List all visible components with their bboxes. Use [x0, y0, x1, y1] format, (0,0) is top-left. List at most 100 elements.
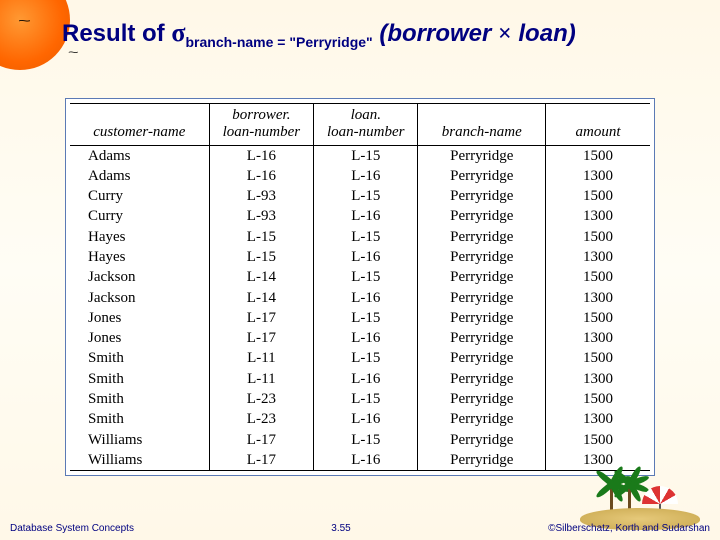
table-cell: L-16	[209, 166, 313, 186]
table-row: SmithL-11L-15Perryridge1500	[70, 348, 650, 368]
table-cell: Perryridge	[418, 328, 546, 348]
footer-left: Database System Concepts	[10, 523, 134, 534]
table-row: JacksonL-14L-15Perryridge1500	[70, 267, 650, 287]
table-cell: L-14	[209, 267, 313, 287]
table-row: AdamsL-16L-16Perryridge1300	[70, 166, 650, 186]
table-cell: L-16	[314, 288, 418, 308]
title-mid: (borrower	[373, 20, 498, 47]
table-cell: Perryridge	[418, 409, 546, 429]
table-cell: Perryridge	[418, 389, 546, 409]
table-cell: L-17	[209, 308, 313, 328]
column-header: amount	[546, 104, 650, 145]
table-row: WilliamsL-17L-15Perryridge1500	[70, 430, 650, 450]
slide-title: Result of σbranch-name = "Perryridge" (b…	[62, 18, 710, 50]
table-cell: L-16	[209, 145, 313, 166]
table-cell: L-15	[314, 308, 418, 328]
table-cell: Adams	[70, 145, 209, 166]
table-cell: Perryridge	[418, 348, 546, 368]
footer-center: 3.55	[331, 523, 350, 534]
table-cell: Smith	[70, 348, 209, 368]
table-cell: Smith	[70, 369, 209, 389]
table-cell: L-11	[209, 348, 313, 368]
table-cell: 1300	[546, 288, 650, 308]
table-cell: L-15	[314, 227, 418, 247]
table-cell: 1300	[546, 166, 650, 186]
table-cell: L-15	[314, 430, 418, 450]
table-cell: 1300	[546, 369, 650, 389]
slide-footer: Database System Concepts 3.55 ©Silbersch…	[10, 523, 710, 534]
table-row: SmithL-23L-16Perryridge1300	[70, 409, 650, 429]
title-suffix: loan)	[512, 20, 576, 47]
table-cell: Smith	[70, 409, 209, 429]
table-row: JonesL-17L-16Perryridge1300	[70, 328, 650, 348]
table-cell: L-11	[209, 369, 313, 389]
table-cell: Perryridge	[418, 430, 546, 450]
table-row: CurryL-93L-15Perryridge1500	[70, 186, 650, 206]
table-cell: Perryridge	[418, 369, 546, 389]
table-cell: Perryridge	[418, 288, 546, 308]
table-cell: Jones	[70, 308, 209, 328]
table-cell: L-15	[314, 389, 418, 409]
table-row: JacksonL-14L-16Perryridge1300	[70, 288, 650, 308]
table-cell: L-93	[209, 206, 313, 226]
table-cell: 1300	[546, 247, 650, 267]
table-row: HayesL-15L-16Perryridge1300	[70, 247, 650, 267]
column-header: borrower.loan-number	[209, 104, 313, 145]
table-row: HayesL-15L-15Perryridge1500	[70, 227, 650, 247]
table-cell: 1300	[546, 206, 650, 226]
table-cell: 1500	[546, 186, 650, 206]
table-cell: Williams	[70, 430, 209, 450]
table-cell: Perryridge	[418, 145, 546, 166]
table-cell: Williams	[70, 450, 209, 470]
table-row: SmithL-23L-15Perryridge1500	[70, 389, 650, 409]
table-cell: Perryridge	[418, 166, 546, 186]
table-cell: Perryridge	[418, 227, 546, 247]
table-cell: L-15	[314, 145, 418, 166]
table-cell: L-23	[209, 389, 313, 409]
table-cell: L-15	[314, 348, 418, 368]
table-row: WilliamsL-17L-16Perryridge1300	[70, 450, 650, 470]
table-cell: 1300	[546, 409, 650, 429]
table-cell: L-15	[314, 186, 418, 206]
table-cell: Jackson	[70, 288, 209, 308]
table-cell: L-15	[209, 227, 313, 247]
table-cell: 1500	[546, 348, 650, 368]
table-cell: Smith	[70, 389, 209, 409]
table-cell: L-15	[209, 247, 313, 267]
table-cell: L-17	[209, 328, 313, 348]
table-cell: L-16	[314, 206, 418, 226]
table-row: JonesL-17L-15Perryridge1500	[70, 308, 650, 328]
table-cell: 1300	[546, 328, 650, 348]
title-prefix: Result of	[62, 20, 171, 47]
table-row: AdamsL-16L-15Perryridge1500	[70, 145, 650, 166]
table-cell: L-93	[209, 186, 313, 206]
bird-icon: ~	[18, 13, 31, 29]
footer-right: ©Silberschatz, Korth and Sudarshan	[548, 523, 710, 534]
table-cell: Curry	[70, 206, 209, 226]
table-cell: 1500	[546, 308, 650, 328]
table-cell: Jones	[70, 328, 209, 348]
table-cell: L-16	[314, 450, 418, 470]
table-cell: Perryridge	[418, 206, 546, 226]
table-cell: Adams	[70, 166, 209, 186]
table-cell: L-16	[314, 328, 418, 348]
table-cell: L-23	[209, 409, 313, 429]
table-cell: L-16	[314, 409, 418, 429]
sun-decoration	[0, 0, 70, 70]
table-cell: Perryridge	[418, 450, 546, 470]
result-table-container: customer-nameborrower.loan-numberloan.lo…	[65, 98, 655, 476]
table-cell: L-17	[209, 450, 313, 470]
column-header: branch-name	[418, 104, 546, 145]
table-cell: L-15	[314, 267, 418, 287]
column-header: customer-name	[70, 104, 209, 145]
table-cell: Curry	[70, 186, 209, 206]
table-cell: Perryridge	[418, 308, 546, 328]
result-table: customer-nameborrower.loan-numberloan.lo…	[70, 104, 650, 470]
table-cell: 1500	[546, 227, 650, 247]
column-header: loan.loan-number	[314, 104, 418, 145]
title-subscript: branch-name = "Perryridge"	[186, 34, 373, 50]
table-cell: Perryridge	[418, 267, 546, 287]
table-cell: L-16	[314, 369, 418, 389]
table-row: CurryL-93L-16Perryridge1300	[70, 206, 650, 226]
table-cell: Perryridge	[418, 186, 546, 206]
